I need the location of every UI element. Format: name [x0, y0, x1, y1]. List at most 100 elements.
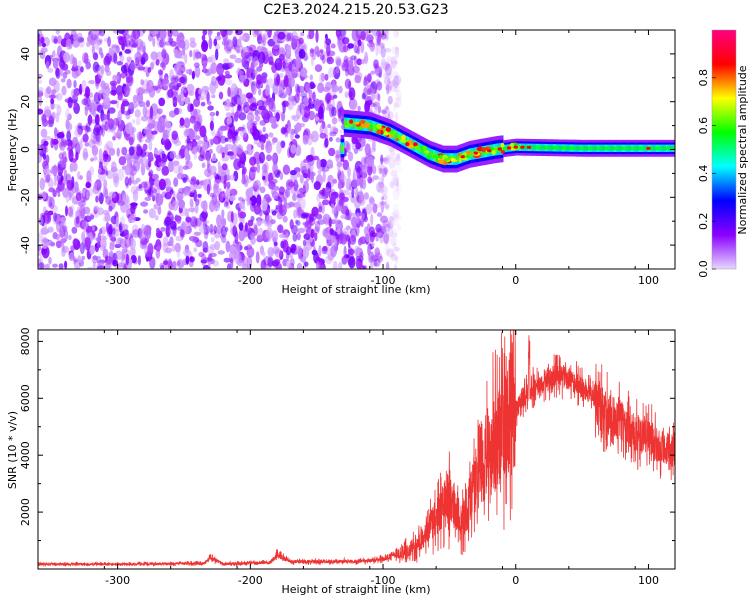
- heatmap-cell: [340, 170, 345, 182]
- heatmap-cell: [61, 85, 67, 96]
- heatmap-cell: [238, 222, 244, 231]
- heatmap-cell: [102, 235, 108, 241]
- heatmap-cell: [41, 236, 49, 249]
- heatmap-cell: [278, 82, 285, 96]
- heatmap-cell: [176, 34, 181, 47]
- heatmap-y-tick-label: 40: [19, 47, 32, 61]
- heatmap-cell: [256, 194, 262, 208]
- heatmap-cell: [44, 214, 48, 226]
- heatmap-cell: [319, 73, 323, 85]
- heatmap-cell: [198, 224, 207, 234]
- heatmap-cell: [246, 112, 255, 122]
- heatmap-cell: [59, 156, 67, 168]
- heatmap-cell: [82, 220, 89, 231]
- heatmap-cell: [337, 182, 342, 190]
- heatmap-cell: [315, 116, 320, 122]
- heatmap-cell: [82, 147, 89, 161]
- heatmap-cell: [314, 45, 320, 55]
- heatmap-cell: [393, 210, 400, 220]
- heatmap-cell: [158, 30, 167, 40]
- heatmap-cell: [226, 181, 231, 189]
- heatmap-cell: [335, 66, 340, 74]
- heatmap-cell: [284, 132, 289, 138]
- heatmap-cell: [93, 205, 100, 211]
- heatmap-cell: [249, 166, 258, 173]
- heatmap-cell: [229, 188, 238, 196]
- heatmap-cell: [336, 154, 340, 159]
- heatmap-peak-cell: [458, 157, 462, 163]
- heatmap-cell: [223, 58, 230, 64]
- heatmap-cell: [65, 122, 73, 132]
- heatmap-cell: [224, 99, 232, 112]
- heatmap-cell: [302, 246, 310, 259]
- heatmap-cell: [227, 123, 235, 134]
- heatmap-cell: [328, 217, 332, 228]
- heatmap-cell: [319, 53, 325, 61]
- heatmap-cell: [172, 260, 177, 269]
- heatmap-cell: [169, 189, 174, 195]
- heatmap-cell: [260, 143, 265, 151]
- heatmap-cell: [104, 65, 110, 73]
- heatmap-peak-cell: [385, 127, 392, 132]
- heatmap-cell: [319, 124, 324, 135]
- heatmap-cell: [117, 200, 125, 206]
- heatmap-cell: [198, 251, 205, 258]
- heatmap-cell: [114, 250, 123, 260]
- heatmap-cell: [230, 211, 234, 223]
- heatmap-cell: [319, 132, 327, 139]
- heatmap-cell: [145, 109, 150, 121]
- heatmap-cell: [172, 102, 177, 107]
- colorbar-tick-label: 0.6: [697, 117, 710, 135]
- heatmap-cell: [86, 170, 92, 182]
- heatmap-cell: [257, 130, 262, 141]
- heatmap-cell: [285, 232, 289, 241]
- heatmap-cell: [250, 236, 256, 245]
- heatmap-cell: [392, 213, 399, 226]
- heatmap-cell: [214, 206, 218, 212]
- heatmap-cell: [310, 170, 314, 184]
- heatmap-cell: [282, 164, 291, 175]
- heatmap-cell: [101, 113, 108, 121]
- heatmap-cell: [329, 136, 333, 142]
- heatmap-cell: [38, 90, 44, 98]
- heatmap-cell: [354, 245, 361, 258]
- heatmap-cell: [239, 35, 246, 41]
- heatmap-cell: [129, 34, 134, 41]
- heatmap-y-tick-label: 0: [19, 146, 32, 153]
- heatmap-cell: [298, 187, 306, 193]
- heatmap-cell: [306, 134, 314, 140]
- heatmap-cell: [372, 175, 380, 181]
- heatmap-cell: [44, 109, 51, 118]
- heatmap-cell: [117, 110, 122, 122]
- heatmap-cell: [177, 94, 182, 99]
- heatmap-cell: [277, 31, 286, 40]
- heatmap-cell: [162, 114, 167, 119]
- heatmap-cell: [229, 257, 234, 269]
- heatmap-cell: [130, 101, 139, 109]
- heatmap-cell: [242, 132, 249, 143]
- heatmap-cell: [321, 202, 325, 214]
- heatmap-cell: [346, 213, 350, 220]
- heatmap-cell: [322, 231, 330, 238]
- heatmap-cell: [204, 89, 209, 96]
- heatmap-cell: [314, 220, 321, 233]
- heatmap-peak-cell: [481, 147, 488, 151]
- heatmap-cell: [286, 44, 292, 56]
- heatmap-cell: [237, 126, 245, 132]
- heatmap-cell: [391, 46, 399, 55]
- heatmap-cell: [253, 139, 258, 145]
- heatmap-cell: [387, 78, 391, 86]
- heatmap-cell: [192, 49, 196, 61]
- heatmap-cell: [201, 34, 206, 42]
- heatmap-cell: [166, 212, 174, 223]
- heatmap-cell: [157, 206, 162, 215]
- heatmap-cell: [193, 189, 198, 202]
- heatmap-cell: [364, 143, 371, 156]
- heatmap-cell: [209, 111, 216, 117]
- heatmap-cell: [209, 200, 215, 213]
- heatmap-cell: [243, 78, 250, 87]
- heatmap-cell: [112, 259, 118, 267]
- heatmap-cell: [249, 156, 257, 166]
- heatmap-cell: [330, 194, 337, 204]
- heatmap-cell: [68, 211, 74, 218]
